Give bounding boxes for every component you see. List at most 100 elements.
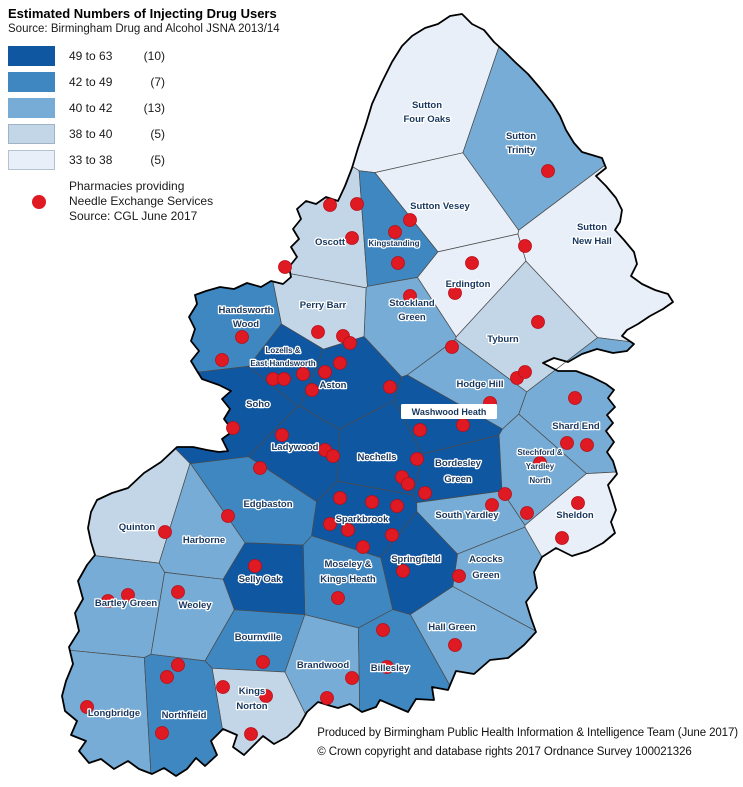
pharmacy-dot (277, 372, 291, 386)
pharmacy-dot (541, 164, 555, 178)
pharmacy-dot (171, 658, 185, 672)
pharmacy-dot (226, 421, 240, 435)
ward-label-acocks-green: Green (472, 570, 500, 581)
ward-label-hall-green: Hall Green (428, 622, 476, 633)
pharmacy-dot (465, 256, 479, 270)
pharmacy-dot (256, 655, 270, 669)
pharmacy-dot (390, 499, 404, 513)
ward-label-bordesley-green: Bordesley (435, 458, 482, 469)
ward-label-sutton-trinity: Sutton (506, 131, 536, 142)
ward-label-selly-oak: Selly Oak (239, 574, 282, 585)
pharmacy-dot (498, 487, 512, 501)
ward-label-sutton-trinity: Trinity (507, 145, 536, 156)
pharmacy-dot (396, 564, 410, 578)
pharmacy-dot (401, 477, 415, 491)
ward-label-sparkbrook: Sparkbrook (336, 514, 390, 525)
ward-label-springfield: Springfield (391, 554, 441, 565)
ward-label-sutton-four-oaks: Sutton (412, 100, 442, 111)
ward-label-handsworth-wood: Handsworth (219, 305, 274, 316)
ward-label-box (401, 404, 497, 419)
ward-label-stockland-green: Green (398, 312, 426, 323)
pharmacy-dot (101, 594, 115, 608)
pharmacy-dot (171, 585, 185, 599)
pharmacy-dot (305, 383, 319, 397)
pharmacy-dot (555, 531, 569, 545)
pharmacy-dot (418, 486, 432, 500)
pharmacy-dot (215, 353, 229, 367)
pharmacy-dot (80, 700, 94, 714)
ward-label-stockland-green: Stockland (389, 298, 435, 309)
pharmacy-dot (253, 461, 267, 475)
pharmacy-dot (248, 559, 262, 573)
pharmacy-dot (350, 197, 364, 211)
ward-label-ladywood: Ladywood (272, 442, 319, 453)
ward-label-kingstanding: Kingstanding (368, 239, 419, 248)
pharmacy-dot (320, 691, 334, 705)
ward-label-sutton-four-oaks: Four Oaks (404, 114, 451, 125)
ward-label-lozells-east-handsworth: East Handsworth (250, 359, 315, 368)
ward-label-sutton-new-hall: Sutton (577, 222, 607, 233)
pharmacy-dot (391, 256, 405, 270)
pharmacy-dot (160, 670, 174, 684)
ward-label-northfield: Northfield (162, 710, 207, 721)
pharmacy-dot (452, 569, 466, 583)
pharmacy-dot (365, 495, 379, 509)
pharmacy-dot (380, 660, 394, 674)
ward-label-oscott: Oscott (315, 237, 346, 248)
pharmacy-dot (296, 367, 310, 381)
pharmacy-dot (571, 496, 585, 510)
pharmacy-dot (448, 638, 462, 652)
pharmacy-dot (388, 225, 402, 239)
ward-label-bournville: Bournville (235, 632, 281, 643)
pharmacy-dot (383, 380, 397, 394)
pharmacy-dot (323, 517, 337, 531)
pharmacy-dot (403, 289, 417, 303)
ward-label-hodge-hill: Hodge Hill (457, 379, 504, 390)
pharmacy-dot (235, 330, 249, 344)
ward-label-shard-end: Shard End (552, 421, 600, 432)
pharmacy-dot (448, 286, 462, 300)
ward-label-quinton: Quinton (119, 522, 156, 533)
city-boundary (61, 13, 674, 777)
pharmacy-dot (221, 509, 235, 523)
pharmacy-dot (410, 452, 424, 466)
ward-label-edgbaston: Edgbaston (243, 499, 292, 510)
pharmacy-dot (259, 689, 273, 703)
ward-label-aston: Aston (320, 380, 347, 391)
pharmacy-dot (341, 523, 355, 537)
pharmacy-dot (326, 449, 340, 463)
ward-label-acocks-green: Acocks (469, 554, 503, 565)
ward-label-erdington: Erdington (446, 279, 491, 290)
footer-copyright: © Crown copyright and database rights 20… (317, 745, 692, 758)
ward-label-washwood-heath: Washwood Heath (412, 407, 487, 417)
ward-label-brandwood: Brandwood (297, 660, 349, 671)
pharmacy-dot (155, 726, 169, 740)
pharmacy-dot (485, 498, 499, 512)
pharmacy-dot (311, 325, 325, 339)
ward-label-south-yardley: South Yardley (435, 510, 499, 521)
pharmacy-dot (333, 491, 347, 505)
pharmacy-dot (323, 198, 337, 212)
ward-label-handsworth-wood: Wood (233, 319, 259, 330)
pharmacy-dot (356, 540, 370, 554)
pharmacy-dot (385, 528, 399, 542)
ward-label-moseley-kings-heath: Moseley & (325, 559, 372, 570)
ward-label-weoley: Weoley (178, 600, 212, 611)
ward-label-sutton-new-hall: New Hall (572, 236, 612, 247)
pharmacy-dot (568, 391, 582, 405)
ward-label-tyburn: Tyburn (487, 334, 519, 345)
ward-label-stechford-yardley-north: Stechford & (517, 448, 563, 457)
ward-label-nechells: Nechells (357, 452, 396, 463)
pharmacy-dot (560, 436, 574, 450)
ward-label-longbridge: Longbridge (88, 708, 140, 719)
pharmacy-dot (275, 428, 289, 442)
pharmacy-dot (403, 213, 417, 227)
pharmacy-dot (121, 588, 135, 602)
ward-label-bartley-green: Bartley Green (95, 598, 158, 609)
ward-label-stechford-yardley-north: Yardley (526, 462, 555, 471)
ward-label-kings-norton: Kings (239, 686, 265, 697)
ward-label-soho: Soho (246, 399, 270, 410)
pharmacy-dot (533, 456, 547, 470)
pharmacy-dot (333, 356, 347, 370)
